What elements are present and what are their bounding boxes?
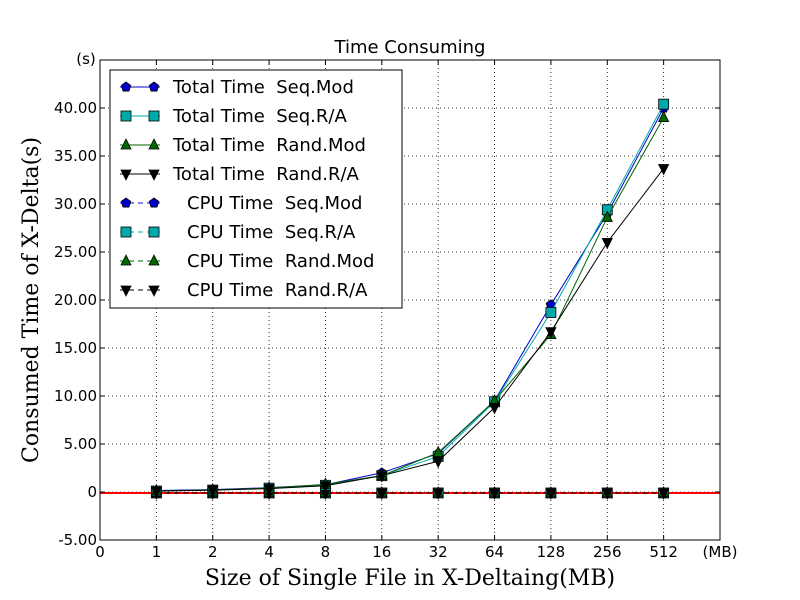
data-point <box>376 471 388 483</box>
legend-label: Total Time Seq.Mod <box>172 77 354 98</box>
x-tick-label: 512 <box>649 543 678 561</box>
data-point <box>658 98 670 110</box>
legend-label: CPU Time Rand.R/A <box>187 280 368 301</box>
legend-label: Total Time Seq.R/A <box>172 106 347 127</box>
y-tick-label: 35.00 <box>54 147 97 165</box>
legend-marker <box>120 226 132 238</box>
legend-label: CPU Time Seq.R/A <box>187 222 356 243</box>
y-tick-label: 25.00 <box>54 243 97 261</box>
series-line <box>156 168 665 492</box>
legend-entry: CPU Time Rand.Mod <box>120 251 374 272</box>
legend-entry: Total Time Seq.Mod <box>120 77 354 98</box>
data-point <box>432 488 444 500</box>
data-point <box>432 456 444 469</box>
series-layer <box>150 98 670 500</box>
data-point <box>488 403 501 415</box>
legend-marker <box>120 197 132 208</box>
data-point <box>545 488 557 500</box>
data-point <box>601 488 613 500</box>
data-point <box>488 488 501 500</box>
x-tick-label: 2 <box>208 543 218 561</box>
y-tick-label: 20.00 <box>54 291 97 309</box>
y-tick-label: 30.00 <box>54 195 97 213</box>
legend-label: Total Time Rand.R/A <box>172 164 360 185</box>
legend-marker <box>120 254 132 266</box>
data-point <box>207 485 219 497</box>
legend-label: CPU Time Seq.Mod <box>187 193 362 214</box>
legend-marker <box>148 169 160 181</box>
data-point <box>601 210 613 222</box>
legend-marker <box>148 254 160 266</box>
data-point <box>263 484 275 496</box>
legend-entry: CPU Time Seq.R/A <box>120 222 356 243</box>
legend-marker <box>148 138 160 150</box>
chart-title: Time Consuming <box>334 37 486 58</box>
data-point <box>545 307 557 318</box>
legend-marker <box>120 285 132 297</box>
series-total-time-rand-r-a <box>150 164 670 498</box>
data-point <box>657 164 670 176</box>
legend: Total Time Seq.Mod Total Time Seq.R/A Tota… <box>109 69 403 309</box>
y-tick-label: 15.00 <box>54 339 97 357</box>
x-unit-label: (MB) <box>703 543 738 561</box>
legend-entry: Total Time Rand.Mod <box>120 135 366 156</box>
data-point <box>601 237 613 250</box>
legend-marker <box>120 169 132 181</box>
legend-marker <box>148 226 160 238</box>
x-tick-label: 16 <box>372 543 391 561</box>
data-point <box>319 481 332 493</box>
x-tick-label: 1 <box>152 543 162 561</box>
y-axis-label: Consumed Time of X-Delta(s) <box>19 137 44 463</box>
y-tick-label: 0 <box>87 483 97 501</box>
x-tick-label: 0 <box>95 543 105 561</box>
y-unit-label: (s) <box>76 50 96 68</box>
y-tick-label: 40.00 <box>54 99 97 117</box>
legend-entry: Total Time Seq.R/A <box>120 106 347 127</box>
y-tick-label: 10.00 <box>54 387 97 405</box>
x-axis-label: Size of Single File in X-Deltaing(MB) <box>205 566 615 591</box>
legend-entry: CPU Time Seq.Mod <box>120 193 362 214</box>
legend-marker <box>120 110 132 122</box>
y-tick-label: -5.00 <box>58 531 97 549</box>
x-tick-label: 64 <box>485 543 504 561</box>
data-point <box>432 445 444 458</box>
legend-marker <box>148 285 160 297</box>
legend-marker <box>120 138 132 150</box>
x-tick-label: 8 <box>321 543 331 561</box>
legend-entry: Total Time Rand.R/A <box>120 164 360 185</box>
x-tick-label: 128 <box>537 543 566 561</box>
legend-entry: CPU Time Rand.R/A <box>120 280 368 301</box>
x-tick-label: 4 <box>264 543 274 561</box>
ticks: 0 1 2 4 8 16 32 64 128 256 512-5.0005.0010.0015.00… <box>54 60 720 561</box>
data-point <box>376 488 388 500</box>
y-tick-label: 5.00 <box>64 435 97 453</box>
data-point <box>657 110 670 122</box>
x-tick-label: 32 <box>429 543 448 561</box>
data-point <box>545 327 557 339</box>
legend-marker <box>120 81 132 92</box>
data-point <box>657 488 670 500</box>
legend-marker <box>148 110 160 122</box>
legend-marker <box>148 81 160 92</box>
data-point <box>150 486 163 498</box>
legend-box <box>109 69 403 309</box>
legend-marker <box>148 197 160 208</box>
legend-label: Total Time Rand.Mod <box>172 135 366 156</box>
legend-label: CPU Time Rand.Mod <box>187 251 374 272</box>
x-tick-label: 256 <box>593 543 622 561</box>
